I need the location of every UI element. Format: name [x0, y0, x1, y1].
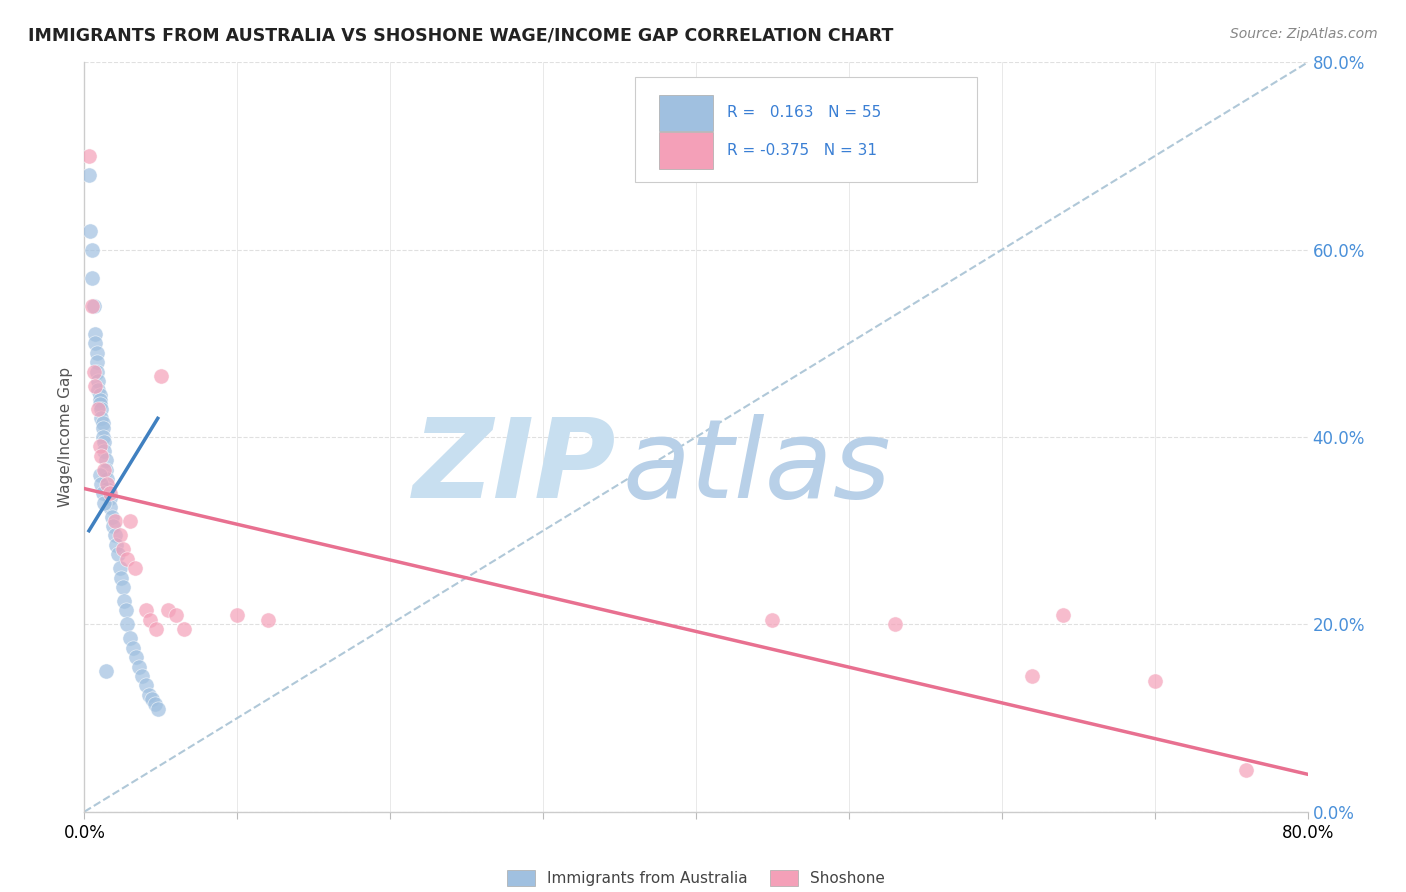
Point: [257, 613, 280, 627]
Point: [883, 617, 905, 632]
Point: [90, 476, 112, 491]
Point: [112, 594, 135, 608]
Point: [84, 378, 107, 392]
Point: [84, 336, 107, 351]
Point: [135, 603, 157, 617]
Point: [93, 463, 115, 477]
Point: [120, 514, 142, 528]
Point: [83, 299, 105, 313]
Point: [98, 500, 121, 515]
Point: [86, 345, 108, 359]
Point: [128, 659, 150, 673]
Point: [98, 486, 121, 500]
Point: [1052, 608, 1074, 623]
Point: [1236, 763, 1258, 777]
Text: R =   0.163   N = 55: R = 0.163 N = 55: [727, 105, 880, 120]
Point: [146, 701, 169, 715]
Point: [96, 472, 118, 486]
Point: [91, 430, 114, 444]
Legend: Immigrants from Australia, Shoshone: Immigrants from Australia, Shoshone: [501, 864, 891, 892]
Point: [90, 401, 112, 416]
Point: [165, 608, 187, 623]
Point: [108, 561, 131, 575]
Point: [89, 397, 111, 411]
Point: [96, 482, 118, 496]
Point: [141, 692, 163, 706]
FancyBboxPatch shape: [636, 78, 977, 182]
Point: [131, 669, 153, 683]
Point: [79, 224, 101, 238]
Point: [135, 678, 157, 692]
Point: [139, 613, 162, 627]
Point: [115, 551, 138, 566]
Point: [120, 632, 142, 646]
Point: [86, 355, 108, 369]
Text: R = -0.375   N = 31: R = -0.375 N = 31: [727, 143, 876, 158]
Point: [77, 168, 100, 182]
Text: Source: ZipAtlas.com: Source: ZipAtlas.com: [1230, 27, 1378, 41]
Point: [104, 528, 127, 542]
Point: [89, 467, 111, 482]
Point: [108, 528, 131, 542]
Point: [111, 542, 134, 557]
Point: [89, 388, 111, 402]
Point: [83, 365, 105, 379]
Point: [80, 271, 103, 285]
Point: [110, 571, 132, 585]
Point: [87, 374, 110, 388]
Point: [145, 622, 167, 636]
Point: [80, 299, 103, 313]
Point: [115, 617, 138, 632]
Point: [86, 365, 108, 379]
Point: [105, 538, 128, 552]
FancyBboxPatch shape: [659, 95, 713, 131]
Point: [91, 416, 114, 430]
Point: [143, 697, 166, 711]
Point: [122, 640, 145, 655]
Point: [1021, 669, 1043, 683]
Point: [80, 243, 103, 257]
Point: [138, 688, 160, 702]
Point: [89, 440, 111, 453]
Point: [111, 580, 134, 594]
Point: [96, 476, 118, 491]
Point: [103, 519, 125, 533]
Y-axis label: Wage/Income Gap: Wage/Income Gap: [58, 367, 73, 508]
Point: [93, 496, 115, 510]
Point: [84, 326, 107, 341]
Point: [149, 369, 172, 384]
Point: [93, 444, 115, 458]
FancyBboxPatch shape: [659, 132, 713, 169]
Point: [94, 664, 117, 679]
Point: [226, 608, 249, 623]
Point: [97, 486, 120, 500]
Point: [1143, 673, 1166, 688]
Point: [91, 486, 114, 500]
Point: [87, 401, 110, 416]
Point: [761, 613, 783, 627]
Point: [93, 434, 115, 449]
Point: [114, 603, 136, 617]
Point: [94, 453, 117, 467]
Point: [90, 449, 112, 463]
Point: [107, 547, 129, 561]
Point: [124, 561, 146, 575]
Text: IMMIGRANTS FROM AUSTRALIA VS SHOSHONE WAGE/INCOME GAP CORRELATION CHART: IMMIGRANTS FROM AUSTRALIA VS SHOSHONE WA…: [28, 27, 893, 45]
Point: [157, 603, 180, 617]
Point: [91, 421, 114, 435]
Point: [77, 149, 100, 163]
Point: [98, 491, 121, 505]
Text: ZIP: ZIP: [413, 414, 616, 521]
Point: [89, 392, 111, 407]
Point: [173, 622, 195, 636]
Point: [87, 384, 110, 398]
Point: [101, 509, 124, 524]
Point: [94, 463, 117, 477]
Text: atlas: atlas: [623, 414, 891, 521]
Point: [125, 650, 148, 665]
Point: [104, 514, 127, 528]
Point: [90, 411, 112, 425]
